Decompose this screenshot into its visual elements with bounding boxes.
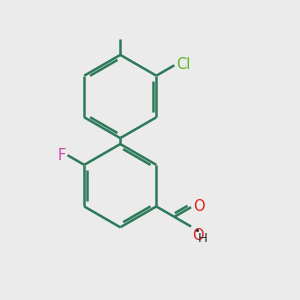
Text: O: O (192, 228, 204, 243)
Text: F: F (58, 148, 66, 163)
Text: Cl: Cl (176, 57, 190, 72)
Text: O: O (193, 199, 205, 214)
Text: H: H (198, 232, 208, 245)
